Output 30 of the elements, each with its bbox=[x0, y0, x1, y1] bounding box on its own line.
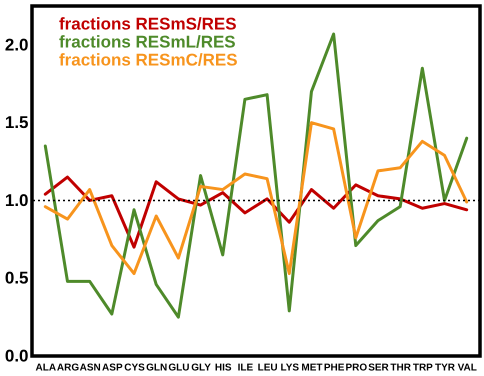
x-tick-label: THR bbox=[390, 362, 412, 374]
x-tick-label: LEU bbox=[258, 362, 278, 374]
x-tick-label: LYS bbox=[280, 362, 300, 374]
x-tick-label: ASP bbox=[102, 362, 123, 374]
x-tick-label: SER bbox=[368, 362, 390, 374]
x-tick-label: TRP bbox=[412, 362, 434, 374]
x-tick-label: CYS bbox=[124, 362, 146, 374]
y-tick-label: 1.5 bbox=[4, 113, 28, 132]
text: fractions RESmL/RES bbox=[59, 32, 236, 52]
text: fractions RESmC/RES bbox=[59, 50, 238, 70]
text: fractions RESmS/RES bbox=[59, 14, 237, 34]
x-tick-label: TYR bbox=[435, 362, 456, 374]
x-tick-label: HIS bbox=[214, 362, 232, 374]
x-tick-label: ILE bbox=[238, 362, 254, 374]
x-tick-label: ALA bbox=[36, 362, 56, 374]
x-tick-label: GLY bbox=[191, 362, 212, 374]
x-tick-label: GLN bbox=[146, 362, 168, 374]
line-series bbox=[44, 121, 468, 276]
x-tick-label: GLU bbox=[168, 362, 190, 374]
x-tick-label: PRO bbox=[345, 362, 368, 374]
y-tick-label: 0.5 bbox=[4, 268, 28, 288]
y-tick-label: 1.0 bbox=[4, 190, 28, 210]
x-tick-label: MET bbox=[301, 362, 322, 374]
line-series bbox=[44, 32, 468, 319]
y-tick-label: 0.0 bbox=[4, 346, 28, 366]
x-tick-label: VAL bbox=[458, 362, 477, 374]
y-tick-label: 2.0 bbox=[4, 35, 28, 54]
x-tick-label: PHE bbox=[324, 362, 345, 374]
x-tick-label: ASN bbox=[80, 362, 101, 374]
x-tick-label: ARG bbox=[56, 362, 80, 374]
